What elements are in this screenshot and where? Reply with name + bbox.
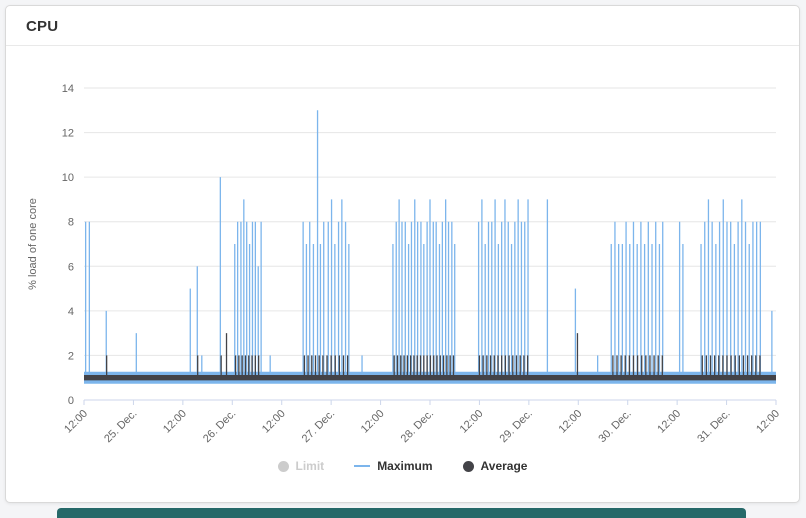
cpu-chart: 0 2 4 6 8 10 12 14 12:00 25. Dec. 12:00 26. Dec. 12:… — [27, 83, 782, 445]
panel-title: CPU — [26, 18, 59, 35]
x-tick-label: 29. Dec. — [498, 408, 535, 445]
x-tick-label: 12:00 — [359, 408, 387, 436]
x-tick-label: 12:00 — [458, 408, 486, 436]
x-tick-label: 25. Dec. — [102, 408, 139, 445]
panel-header: CPU — [6, 6, 799, 46]
x-tick-label: 12:00 — [260, 408, 288, 436]
y-tick-label: 6 — [68, 261, 74, 273]
x-tick-label: 30. Dec. — [596, 408, 633, 445]
x-tick-label: 12:00 — [62, 408, 90, 436]
x-tick-label: 12:00 — [556, 408, 584, 436]
maximum-marker-icon — [354, 465, 371, 467]
y-tick-label: 8 — [68, 217, 74, 229]
legend-item-average[interactable]: Average — [462, 459, 528, 473]
legend-item-limit[interactable]: Limit — [277, 459, 325, 473]
chart-legend: Limit Maximum Average — [6, 459, 799, 473]
x-tick-label: 28. Dec. — [399, 408, 436, 445]
chart-container: 0 2 4 6 8 10 12 14 12:00 25. Dec. 12:00 26. Dec. 12:… — [6, 46, 799, 473]
y-tick-label: 0 — [68, 395, 74, 407]
legend-label-average: Average — [480, 459, 528, 473]
legend-item-maximum[interactable]: Maximum — [354, 459, 433, 473]
y-axis-title: % load of one core — [27, 198, 39, 290]
y-tick-label: 12 — [62, 128, 74, 140]
legend-label-limit: Limit — [295, 459, 325, 473]
x-tick-label: 12:00 — [754, 408, 782, 436]
legend-label-maximum: Maximum — [377, 459, 433, 473]
x-tick-label: 12:00 — [161, 408, 189, 436]
cpu-panel: CPU 0 2 4 6 8 10 12 14 12:00 25. Dec. 12:00 26. Dec… — [5, 5, 800, 503]
y-tick-label: 14 — [62, 83, 74, 95]
x-tick-label: 12:00 — [655, 408, 683, 436]
average-marker-icon — [462, 460, 474, 472]
y-tick-label: 2 — [68, 350, 74, 362]
x-tick-label: 27. Dec. — [300, 408, 337, 445]
y-tick-label: 4 — [68, 306, 74, 318]
y-tick-label: 10 — [62, 172, 74, 184]
x-tick-label: 31. Dec. — [695, 408, 732, 445]
next-section-bar — [57, 508, 746, 518]
x-tick-label: 26. Dec. — [201, 408, 238, 445]
limit-marker-icon — [277, 460, 289, 472]
